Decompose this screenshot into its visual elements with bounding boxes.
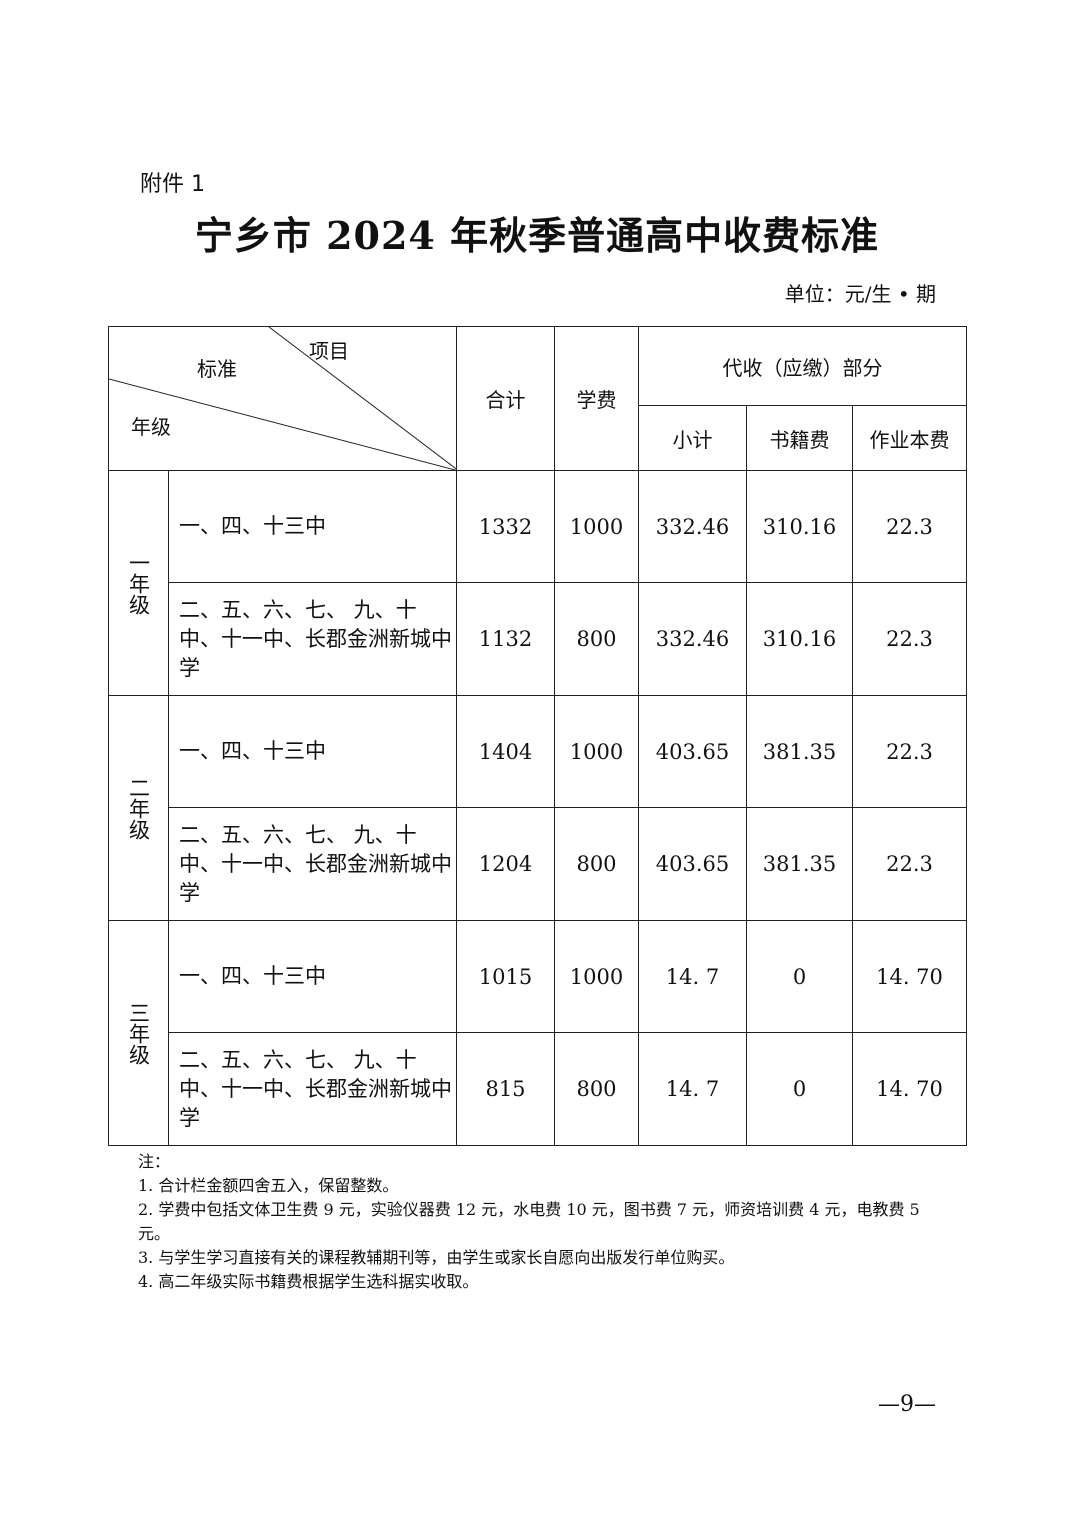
note-line: 2. 学费中包括文体卫生费 9 元，实验仪器费 12 元，水电费 10 元，图书… bbox=[138, 1200, 925, 1243]
workbook-cell: 22.3 bbox=[852, 582, 967, 696]
tuition-cell: 1000 bbox=[554, 695, 639, 808]
books-cell: 381.35 bbox=[746, 695, 853, 808]
workbook-cell: 14. 70 bbox=[852, 920, 967, 1033]
tuition-cell: 1000 bbox=[554, 920, 639, 1033]
workbook-cell: 22.3 bbox=[852, 807, 967, 921]
grade-cell: 一年级 bbox=[108, 470, 169, 696]
grade-cell: 二年级 bbox=[108, 695, 169, 921]
diagonal-header-cell: 项目 标准 年级 bbox=[108, 326, 457, 471]
header-workbook: 作业本费 bbox=[852, 405, 967, 471]
workbook-cell: 22.3 bbox=[852, 470, 967, 583]
note-line: 1. 合计栏金额四舍五入，保留整数。 bbox=[138, 1176, 399, 1195]
header-books: 书籍费 bbox=[746, 405, 853, 471]
school-cell: 二、五、六、七、 九、十中、十一中、长郡金洲新城中学 bbox=[168, 582, 457, 696]
header-subtotal: 小计 bbox=[638, 405, 747, 471]
table-row: 二年级 一、四、十三中 1404 1000 403.65 381.35 22.3 bbox=[108, 695, 967, 921]
tuition-cell: 1000 bbox=[554, 470, 639, 583]
header-tuition: 学费 bbox=[554, 326, 639, 471]
page-number: —9— bbox=[878, 1392, 936, 1417]
table-row: 二、五、六、七、 九、十中、十一中、长郡金洲新城中学 1204 800 403.65 3… bbox=[109, 807, 967, 921]
school-cell: 一、四、十三中 bbox=[168, 920, 457, 1033]
subtotal-cell: 403.65 bbox=[638, 695, 747, 808]
total-cell: 1132 bbox=[456, 582, 555, 696]
workbook-cell: 22.3 bbox=[852, 695, 967, 808]
header-grade: 年级 bbox=[131, 415, 171, 439]
note-line: 注： bbox=[138, 1152, 171, 1171]
subtotal-cell: 14. 7 bbox=[638, 1032, 747, 1146]
table-row: 三年级 一、四、十三中 1015 1000 14. 7 0 14. 70 bbox=[108, 920, 967, 1146]
table-row: 二、五、六、七、 九、十中、十一中、长郡金洲新城中学 815 800 14. 7 0 14… bbox=[109, 1032, 967, 1146]
tuition-cell: 800 bbox=[554, 807, 639, 921]
books-cell: 310.16 bbox=[746, 582, 853, 696]
subtotal-cell: 14. 7 bbox=[638, 920, 747, 1033]
attachment-label: 附件 1 bbox=[140, 172, 205, 197]
table-row: 二、五、六、七、 九、十中、十一中、长郡金洲新城中学 1132 800 332.46 3… bbox=[109, 582, 967, 696]
subtotal-cell: 332.46 bbox=[638, 470, 747, 583]
page-title: 宁乡市 2024 年秋季普通高中收费标准 bbox=[194, 213, 880, 258]
total-cell: 815 bbox=[456, 1032, 555, 1146]
total-cell: 1015 bbox=[456, 920, 555, 1033]
table-row: 一年级 一、四、十三中 1332 1000 332.46 310.16 22.3 bbox=[108, 470, 967, 696]
notes: 注： 1. 合计栏金额四舍五入，保留整数。 2. 学费中包括文体卫生费 9 元，… bbox=[138, 1150, 928, 1294]
total-cell: 1404 bbox=[456, 695, 555, 808]
tuition-cell: 800 bbox=[554, 582, 639, 696]
header-project: 项目 bbox=[309, 339, 349, 363]
note-line: 4. 高二年级实际书籍费根据学生选科据实收取。 bbox=[138, 1272, 479, 1291]
school-cell: 二、五、六、七、 九、十中、十一中、长郡金洲新城中学 bbox=[168, 1032, 457, 1146]
note-line: 3. 与学生学习直接有关的课程教辅期刊等，由学生或家长自愿向出版发行单位购买。 bbox=[138, 1248, 735, 1267]
books-cell: 0 bbox=[746, 920, 853, 1033]
books-cell: 310.16 bbox=[746, 470, 853, 583]
school-cell: 一、四、十三中 bbox=[168, 695, 457, 808]
subtotal-cell: 332.46 bbox=[638, 582, 747, 696]
books-cell: 381.35 bbox=[746, 807, 853, 921]
school-cell: 二、五、六、七、 九、十中、十一中、长郡金洲新城中学 bbox=[168, 807, 457, 921]
diagonal-lines bbox=[109, 327, 457, 471]
books-cell: 0 bbox=[746, 1032, 853, 1146]
workbook-cell: 14. 70 bbox=[852, 1032, 967, 1146]
total-cell: 1332 bbox=[456, 470, 555, 583]
fee-table: 项目 标准 年级 合计 学费 代收（应缴）部分 小计 书籍费 作业本费 一年级一… bbox=[108, 326, 967, 1146]
total-cell: 1204 bbox=[456, 807, 555, 921]
tuition-cell: 800 bbox=[554, 1032, 639, 1146]
header-total: 合计 bbox=[456, 326, 555, 471]
school-cell: 一、四、十三中 bbox=[168, 470, 457, 583]
unit-label: 单位：元/生 • 期 bbox=[784, 282, 936, 306]
header-standard: 标准 bbox=[197, 357, 237, 381]
subtotal-cell: 403.65 bbox=[638, 807, 747, 921]
header-collected: 代收（应缴）部分 bbox=[638, 326, 967, 406]
grade-cell: 三年级 bbox=[108, 920, 169, 1146]
